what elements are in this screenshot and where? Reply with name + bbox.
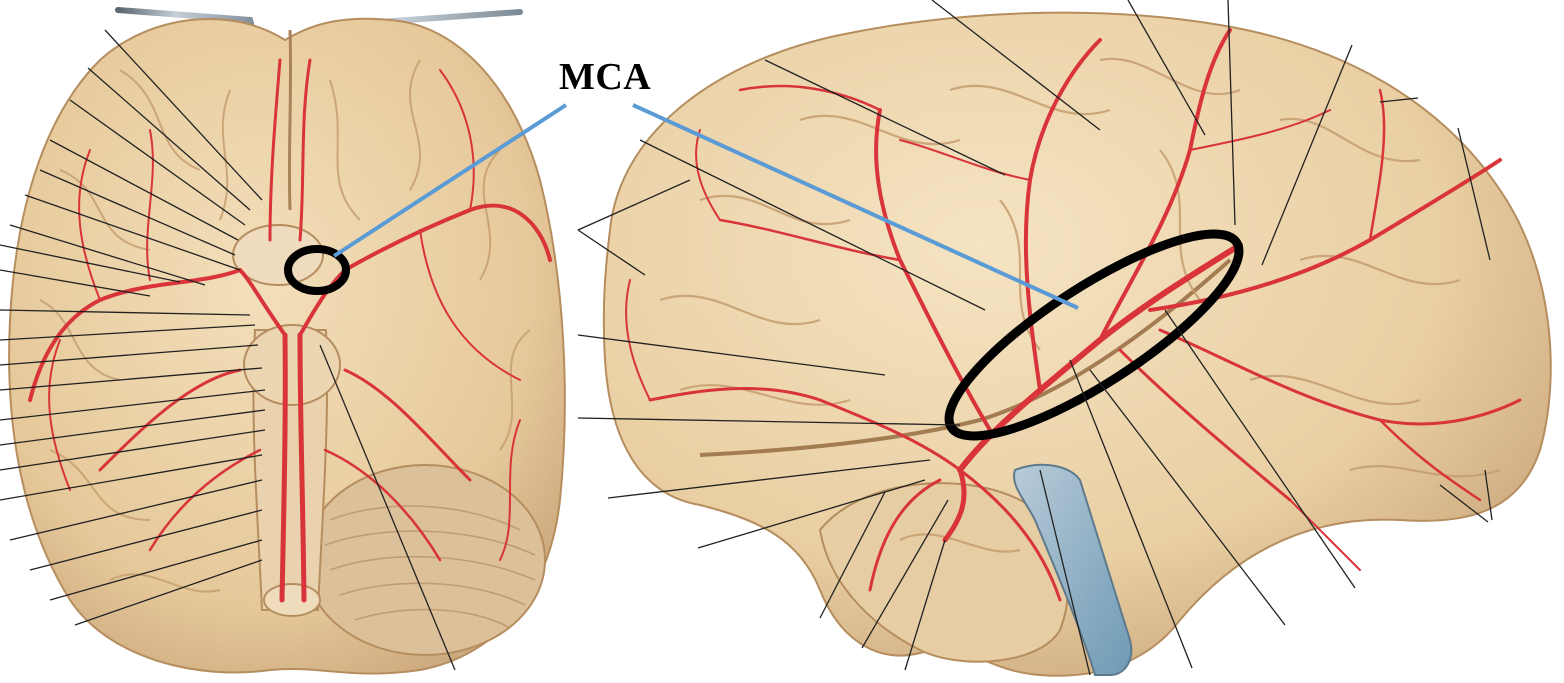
leader-lines-right [577, 0, 1493, 676]
lateral-sulcus [699, 258, 1232, 457]
mca-label: MCA [559, 56, 652, 98]
mca-pointer-right [632, 103, 1079, 310]
lateral-view-panel [577, 0, 1552, 677]
lateral-gyri [659, 57, 1501, 553]
pons [243, 324, 341, 406]
cerebellar-folia [324, 505, 536, 629]
mca-origin-highlight [284, 245, 350, 295]
arteries-lateral [625, 28, 1522, 602]
spinal-cord-cut [263, 583, 321, 617]
spatula-retractor [1013, 463, 1133, 676]
leader-lines-left [0, 29, 456, 671]
longitudinal-fissure [287, 29, 293, 211]
mca-course-highlight [944, 229, 1244, 441]
mca-pointer-left [332, 103, 568, 258]
mca-pointers [332, 103, 1079, 310]
inferior-view-panel [0, 7, 566, 675]
arteries-inferior [28, 58, 552, 603]
